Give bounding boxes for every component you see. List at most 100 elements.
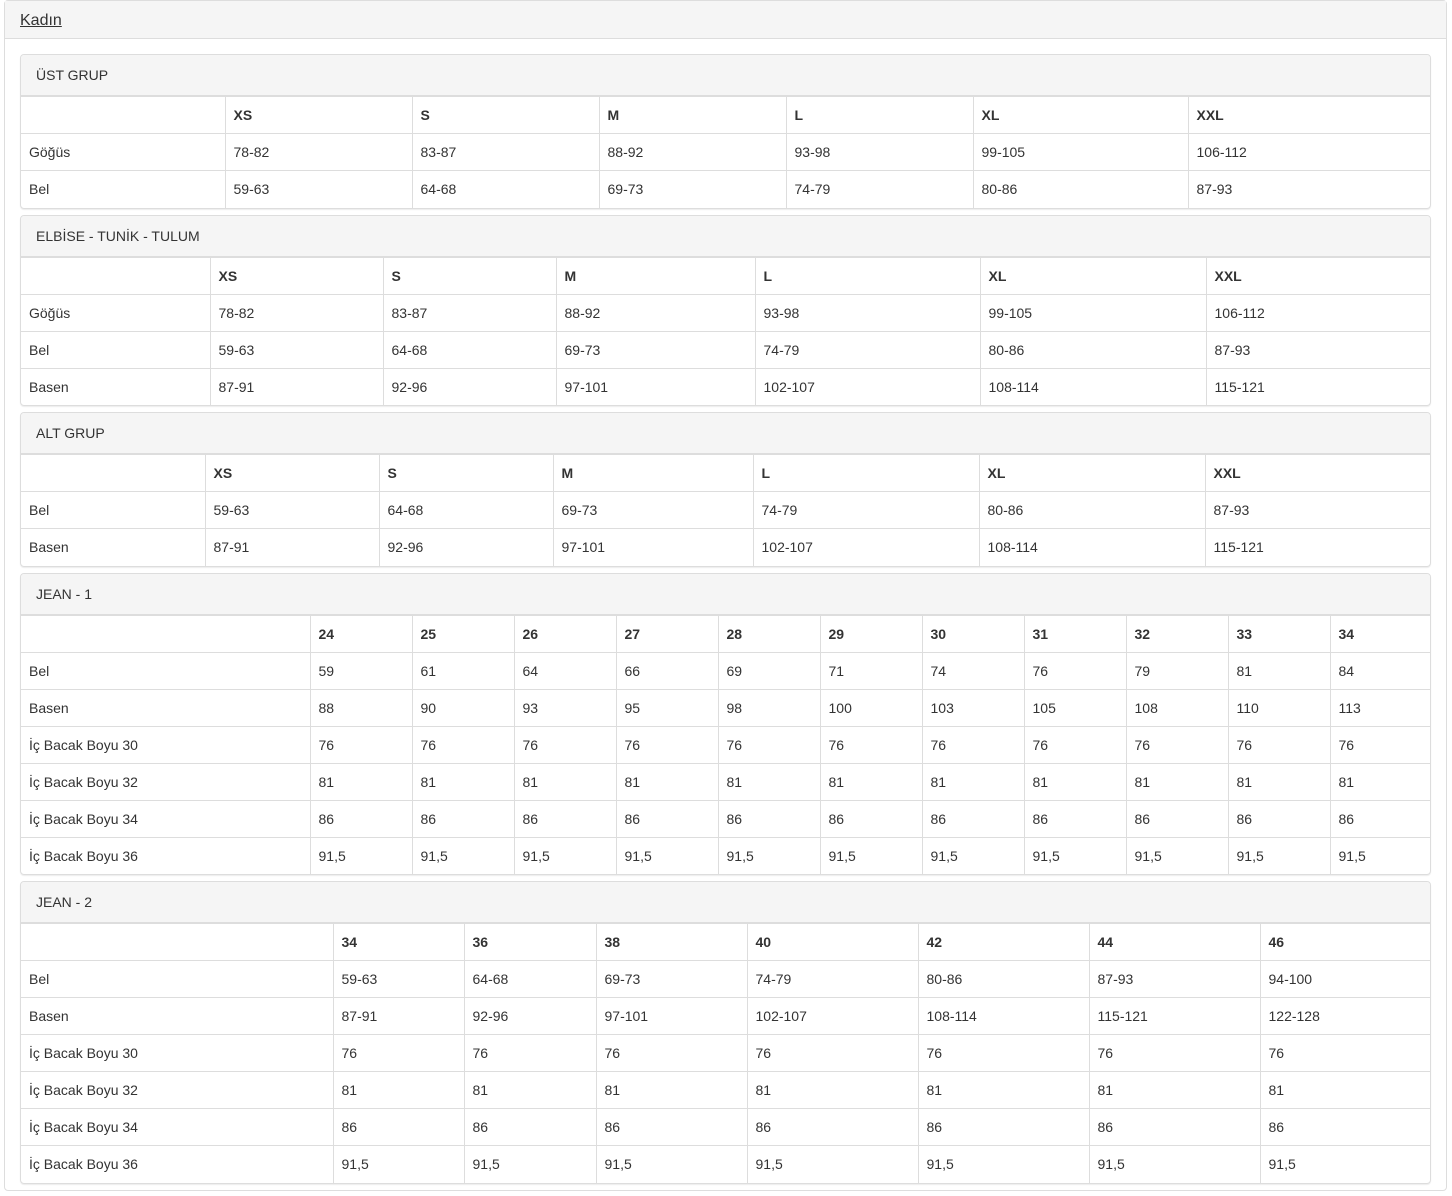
measurement-value: 87-91: [209, 367, 384, 405]
measurement-value: 115-121: [1204, 528, 1430, 566]
table-row: Basen 87-91 92-96 97-101 102-107 108-114 115-1…: [21, 367, 1430, 405]
measurement-value: 69-73: [552, 491, 754, 529]
measurement-label: Bel: [21, 960, 334, 998]
measurement-value: 59-63: [204, 491, 380, 529]
header-row: 24 25 26 27 28 29 30 31 32 33 34: [21, 614, 1430, 653]
measurement-value: 87-93: [1187, 170, 1430, 208]
measurement-value: 81: [917, 1071, 1090, 1109]
measurement-value: 64-68: [378, 491, 554, 529]
measurement-label: İç Bacak Boyu 32: [21, 762, 311, 801]
size-header: 32: [1125, 614, 1229, 653]
measurement-value: 59-63: [209, 330, 384, 369]
size-header: [21, 256, 211, 295]
measurement-value: 64-68: [411, 170, 600, 208]
size-header: XS: [204, 454, 380, 492]
size-header: 46: [1259, 923, 1430, 961]
measurement-value: 92-96: [463, 997, 597, 1035]
measurement-value: 86: [1227, 799, 1331, 838]
size-header: 36: [463, 923, 597, 961]
measurement-label: İç Bacak Boyu 34: [21, 799, 311, 838]
size-header: XS: [224, 96, 413, 134]
measurement-value: 95: [615, 688, 719, 727]
size-header: 31: [1023, 614, 1127, 653]
size-header: [21, 923, 334, 961]
measurement-value: 79: [1125, 651, 1229, 690]
measurement-value: 91,5: [1259, 1145, 1430, 1183]
measurement-value: 76: [746, 1034, 919, 1072]
size-header: XL: [979, 256, 1207, 295]
table-row: İç Bacak Boyu 32 81 81 81 81 81 81 81: [21, 1071, 1430, 1109]
measurement-value: 93-98: [785, 133, 974, 171]
measurement-value: 93-98: [754, 293, 981, 332]
measurement-label: İç Bacak Boyu 30: [21, 725, 311, 764]
measurement-value: 91,5: [921, 836, 1025, 874]
measurement-value: 91,5: [309, 836, 413, 874]
size-header: 34: [332, 923, 465, 961]
measurement-value: 93: [513, 688, 617, 727]
panel-header: Kadın: [5, 1, 1446, 39]
measurement-label: Göğüs: [21, 293, 211, 332]
measurement-value: 91,5: [1088, 1145, 1261, 1183]
measurement-value: 81: [513, 762, 617, 801]
measurement-value: 91,5: [513, 836, 617, 874]
size-table: 24 25 26 27 28 29 30 31 32 33 34 Bel 59 61 64 66 69 71 74 7…: [21, 614, 1430, 874]
measurement-label: Basen: [21, 688, 311, 727]
measurement-value: 102-107: [746, 997, 919, 1035]
kadin-link[interactable]: Kadın: [20, 12, 62, 29]
measurement-value: 81: [332, 1071, 465, 1109]
measurement-value: 81: [1023, 762, 1127, 801]
size-header: 26: [513, 614, 617, 653]
measurement-value: 99-105: [979, 293, 1207, 332]
measurement-value: 105: [1023, 688, 1127, 727]
measurement-value: 74: [921, 651, 1025, 690]
measurement-value: 86: [917, 1108, 1090, 1146]
measurement-value: 88-92: [598, 133, 787, 171]
measurement-label: Basen: [21, 367, 211, 405]
size-header: XXL: [1205, 256, 1430, 295]
size-header: XL: [978, 454, 1206, 492]
size-header: S: [411, 96, 600, 134]
measurement-value: 91,5: [819, 836, 923, 874]
measurement-value: 81: [1088, 1071, 1261, 1109]
measurement-value: 81: [921, 762, 1025, 801]
measurement-value: 97-101: [555, 367, 756, 405]
table-row: Basen 88 90 93 95 98 100 103 105 108 110 113: [21, 688, 1430, 727]
measurement-label: Bel: [21, 651, 311, 690]
measurement-value: 122-128: [1259, 997, 1430, 1035]
size-header: 27: [615, 614, 719, 653]
table-row: Bel 59-63 64-68 69-73 74-79 80-86 87-93: [21, 491, 1430, 529]
section-title: ELBİSE - TUNİK - TULUM: [21, 215, 1430, 257]
measurement-value: 115-121: [1088, 997, 1261, 1035]
measurement-value: 91,5: [746, 1145, 919, 1183]
measurement-value: 87-93: [1205, 330, 1430, 369]
table-row: İç Bacak Boyu 36 91,5 91,5 91,5 91,5 91,5 91,5…: [21, 1145, 1430, 1183]
size-header: XXL: [1204, 454, 1430, 492]
measurement-value: 86: [1259, 1108, 1430, 1146]
measurement-value: 91,5: [1329, 836, 1430, 874]
measurement-value: 87-93: [1204, 491, 1430, 529]
measurement-value: 86: [615, 799, 719, 838]
measurement-value: 76: [1329, 725, 1430, 764]
measurement-value: 81: [463, 1071, 597, 1109]
size-table: XS S M L XL XXL Göğüs 78-82 83-87 88-92 93-98 99-10…: [21, 96, 1430, 208]
measurement-value: 74-79: [746, 960, 919, 998]
measurement-value: 80-86: [979, 330, 1207, 369]
measurement-value: 110: [1227, 688, 1331, 727]
measurement-value: 64-68: [463, 960, 597, 998]
measurement-value: 76: [1023, 651, 1127, 690]
table-row: Göğüs 78-82 83-87 88-92 93-98 99-105 106-112: [21, 293, 1430, 332]
measurement-value: 92-96: [378, 528, 554, 566]
measurement-value: 88-92: [555, 293, 756, 332]
size-header: 25: [411, 614, 515, 653]
measurement-value: 86: [309, 799, 413, 838]
measurement-value: 86: [513, 799, 617, 838]
measurement-value: 59: [309, 651, 413, 690]
measurement-value: 74-79: [785, 170, 974, 208]
measurement-value: 108: [1125, 688, 1229, 727]
header-row: XS S M L XL XXL: [21, 454, 1430, 492]
measurement-value: 76: [819, 725, 923, 764]
size-header: 33: [1227, 614, 1331, 653]
table-row: Bel 59 61 64 66 69 71 74 76 79 81 84: [21, 651, 1430, 690]
measurement-value: 99-105: [972, 133, 1189, 171]
measurement-value: 80-86: [917, 960, 1090, 998]
